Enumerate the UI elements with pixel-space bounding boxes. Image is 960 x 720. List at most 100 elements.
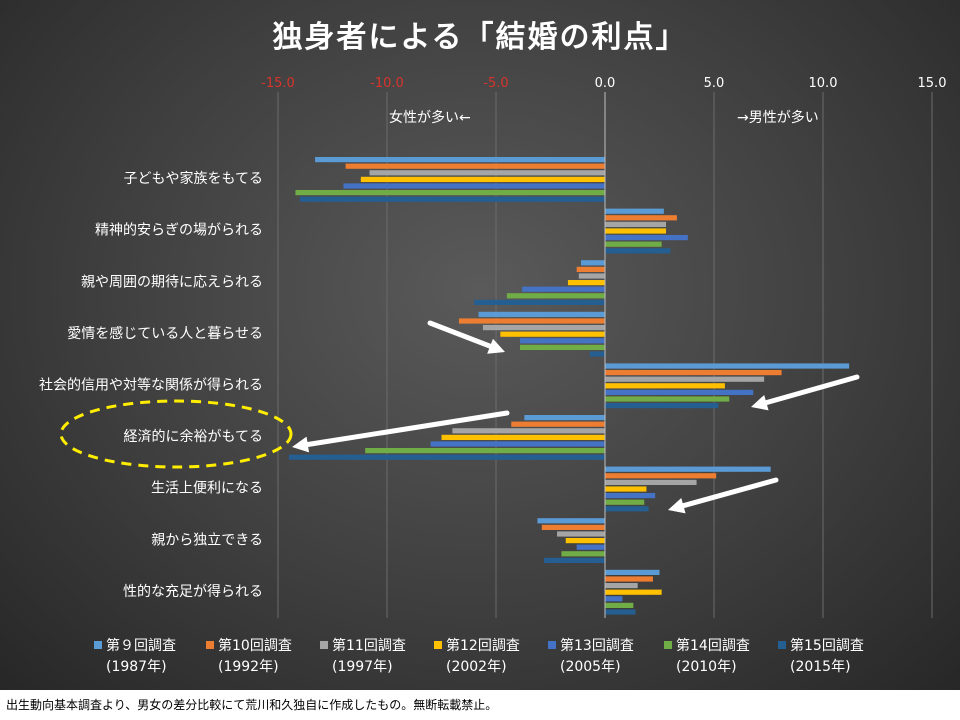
bar [441, 434, 605, 440]
bar [605, 363, 850, 369]
x-tick-label: -15.0 [261, 76, 295, 91]
annotation-female-more: 女性が多い← [389, 109, 471, 126]
bar [482, 325, 605, 331]
bar [605, 479, 697, 485]
arrow-shaft [427, 320, 493, 349]
bar [474, 299, 605, 305]
bar [543, 557, 605, 563]
arrow-head [292, 436, 310, 453]
bar [511, 421, 605, 427]
category-label: 親から独立できる [151, 532, 263, 548]
bar [605, 473, 717, 479]
bar [478, 311, 605, 317]
arrow-head [668, 498, 686, 514]
bar [369, 170, 605, 176]
bar [605, 609, 636, 615]
legend-series-period: (1997年) [332, 659, 393, 675]
x-tick-label: 10.0 [809, 76, 838, 91]
bar [605, 589, 662, 595]
highlight-ellipse [59, 399, 293, 469]
bar [430, 441, 605, 447]
bar [522, 286, 605, 292]
bar [506, 293, 605, 299]
legend-series-name: 第13回調査 [560, 638, 634, 654]
bar [576, 544, 605, 550]
legend-item: 第14回調査 (2010年) [664, 636, 782, 678]
annotation-male-more: →男性が多い [737, 109, 819, 126]
legend-swatch [206, 641, 214, 649]
chart-title: 独身者による「結婚の利点」 [272, 20, 688, 55]
legend-swatch [548, 641, 556, 649]
bar [343, 183, 605, 189]
bar [500, 331, 605, 337]
legend-series-name: 第10回調査 [218, 638, 292, 654]
bar [605, 370, 782, 376]
bar-chart: -15.0 -10.0 -5.0 0.0 5.0 10.0 15.0 女性が多い← →男性が多い… [39, 76, 947, 618]
bar [541, 524, 605, 530]
bar [605, 596, 623, 602]
bar [605, 602, 634, 608]
category-label: 親や周囲の期待に応えられる [81, 274, 263, 290]
bar [605, 403, 719, 409]
bar [605, 583, 638, 589]
legend-swatch [778, 641, 786, 649]
bar [605, 248, 671, 254]
legend-item: 第10回調査 (1992年) [206, 636, 324, 678]
legend-series-period: (2015年) [790, 659, 851, 675]
arrow-shaft [680, 477, 779, 509]
bar [605, 486, 647, 492]
legend-series-name: 第９回調査 [106, 638, 176, 654]
bar [524, 415, 605, 421]
bar [365, 448, 605, 454]
legend-series-period: (2005年) [560, 659, 621, 675]
bar [605, 215, 677, 221]
bar [567, 280, 605, 286]
bar [576, 266, 605, 272]
bar [605, 383, 725, 389]
legend-series-name: 第15回調査 [790, 638, 864, 654]
bar [299, 196, 605, 202]
arrow-head [487, 338, 505, 354]
bar [360, 176, 605, 182]
bar [565, 538, 605, 544]
x-tick-label: -10.0 [370, 76, 404, 91]
legend-swatch [664, 641, 672, 649]
bar [605, 466, 771, 472]
legend-item: 第11回調査 (1997年) [320, 636, 438, 678]
category-label: 社会的信用や対等な関係が得られる [39, 377, 263, 394]
x-tick-label: -5.0 [483, 76, 508, 91]
bar [452, 428, 605, 434]
legend-swatch [94, 641, 102, 649]
legend: 第９回調査 (1987年) 第10回調査 (1992年) 第11回調査 (1997年) 第1… [0, 636, 960, 686]
bar [288, 454, 605, 460]
legend-series-period: (1992年) [218, 659, 279, 675]
bar [589, 351, 605, 357]
bar [561, 551, 605, 557]
category-label: 性的な充足が得られる [123, 583, 263, 600]
legend-series-period: (1987年) [106, 659, 167, 675]
bar [605, 576, 653, 582]
bar [605, 569, 660, 575]
legend-item: 第12回調査 (2002年) [434, 636, 552, 678]
bar [605, 228, 667, 234]
x-tick-label: 0.0 [595, 76, 616, 91]
bar [537, 518, 605, 524]
legend-series-name: 第14回調査 [676, 638, 750, 654]
legend-item: 第15回調査 (2015年) [778, 636, 896, 678]
bar [605, 499, 645, 505]
bar [315, 157, 605, 163]
x-tick-label: 15.0 [918, 76, 947, 91]
bar [605, 376, 765, 382]
bar [458, 318, 605, 324]
category-label: 子どもや家族をもてる [124, 170, 263, 187]
bar [345, 163, 605, 169]
legend-series-period: (2010年) [676, 659, 737, 675]
category-label: 生活上便利になる [151, 481, 263, 497]
arrow-head [751, 394, 769, 411]
bar [605, 389, 754, 395]
x-tick-label: 5.0 [704, 76, 725, 91]
bar [605, 221, 667, 227]
legend-series-name: 第12回調査 [446, 638, 520, 654]
legend-series-period: (2002年) [446, 659, 507, 675]
bar [605, 235, 688, 241]
